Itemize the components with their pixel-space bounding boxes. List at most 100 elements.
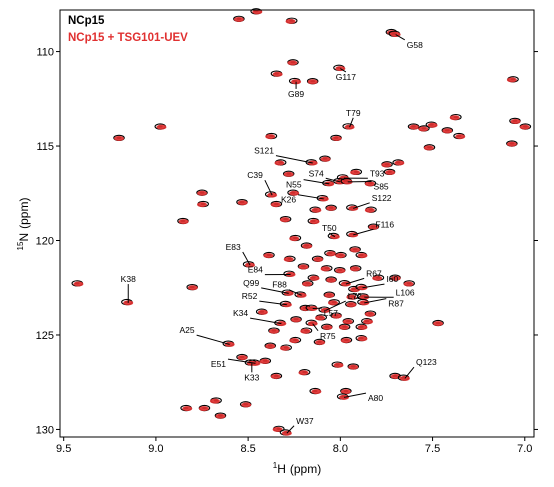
leader-line-s122 xyxy=(353,202,370,209)
cross-peak xyxy=(270,372,283,380)
complex-peak xyxy=(315,315,326,321)
complex-peak xyxy=(442,128,453,134)
cross-peak xyxy=(361,317,374,325)
leader-line-q99 xyxy=(261,287,289,294)
complex-peak xyxy=(233,16,244,22)
cross-peak xyxy=(364,206,377,213)
cross-peak-q123 xyxy=(397,374,410,381)
cross-peak xyxy=(313,338,326,346)
cross-peak-k38 xyxy=(121,298,134,306)
cross-peak xyxy=(323,291,336,298)
cross-peak xyxy=(350,168,363,176)
leader-line-t50 xyxy=(328,232,336,238)
cross-peak xyxy=(324,249,337,257)
complex-peak xyxy=(73,281,84,287)
cross-peak xyxy=(506,76,519,83)
assignment-labels: G58 G117 G89 T79 S121 T93 N55 S74 C39 S85 K26 S122 T… xyxy=(121,34,437,434)
cross-peak xyxy=(290,316,302,323)
leader-line-f88 xyxy=(288,289,302,296)
complex-peak xyxy=(287,60,298,66)
complex-peak xyxy=(237,200,248,206)
leader-line-q123 xyxy=(404,366,415,379)
peak-label-e84: E84 xyxy=(248,265,263,275)
y-tick-label: 120 xyxy=(36,236,54,248)
complex-peak xyxy=(340,338,351,344)
complex-peak xyxy=(156,124,167,130)
y-axis-ticks: 110 115 120 125 130 xyxy=(36,47,538,436)
complex-peak xyxy=(114,135,125,141)
cross-peak xyxy=(381,161,393,168)
leader-line-s121 xyxy=(275,155,313,164)
peak-label-k38: K38 xyxy=(121,274,136,284)
peak-label-l72: L72 xyxy=(348,291,362,301)
cross-peak xyxy=(282,170,295,177)
complex-peak xyxy=(272,71,283,77)
complex-peak xyxy=(215,413,226,419)
complex-peak xyxy=(272,426,283,432)
cross-peak xyxy=(425,121,438,128)
complex-peak xyxy=(283,171,294,177)
peak-label-s85: S85 xyxy=(374,181,389,191)
x-tick-label: 7.0 xyxy=(517,443,532,455)
complex-peak xyxy=(327,300,338,306)
leader-line-k34 xyxy=(250,317,282,325)
cross-peak-w37 xyxy=(279,429,292,436)
cross-peak xyxy=(372,274,385,281)
peak-label-w37: W37 xyxy=(296,416,314,426)
complex-peak xyxy=(381,162,392,168)
cross-peak xyxy=(403,280,415,287)
complex-peak xyxy=(364,311,375,317)
cross-peak xyxy=(301,280,314,287)
cross-peak xyxy=(113,134,125,142)
cross-peak xyxy=(349,246,361,253)
cross-peak xyxy=(345,300,357,308)
cross-peak xyxy=(355,251,368,259)
complex-peak xyxy=(311,207,322,213)
complex-peak xyxy=(350,266,361,272)
cross-peak xyxy=(335,251,347,259)
complex-peak xyxy=(252,9,263,15)
cross-peak xyxy=(392,159,405,166)
leader-line-n55 xyxy=(303,179,330,185)
x-axis-ticks: 9.5 9.0 8.5 8.0 7.5 7.0 xyxy=(56,437,532,455)
cross-peak xyxy=(283,255,296,262)
complex-peak xyxy=(326,277,337,283)
complex-peak xyxy=(263,253,274,259)
cross-peak xyxy=(423,144,436,151)
cross-peak xyxy=(342,317,355,325)
peak-label-n55: N55 xyxy=(286,180,302,190)
complex-peak xyxy=(335,253,346,259)
complex-peak xyxy=(197,190,208,196)
cross-peak xyxy=(453,132,466,140)
peak-label-t79: T79 xyxy=(346,108,361,118)
cross-peak xyxy=(197,200,209,208)
complex-peak xyxy=(331,313,342,319)
cross-peak xyxy=(279,215,292,223)
cross-peak xyxy=(180,404,193,412)
leader-line-s74 xyxy=(325,177,341,183)
complex-peak xyxy=(289,338,300,344)
complex-peak xyxy=(298,370,309,376)
complex-peak xyxy=(311,389,322,395)
cross-peak xyxy=(154,123,167,130)
cross-peak xyxy=(280,344,292,351)
cross-peak xyxy=(319,155,331,162)
cross-peak xyxy=(355,335,368,342)
cross-peak xyxy=(325,276,337,283)
complex-peak xyxy=(363,319,374,325)
complex-peak xyxy=(280,345,291,351)
leader-line-e83 xyxy=(242,251,251,266)
complex-peak xyxy=(241,402,252,408)
cross-peak xyxy=(383,168,396,176)
leader-line-c39 xyxy=(264,179,273,196)
cross-peak xyxy=(407,123,420,130)
cross-peak xyxy=(263,251,275,259)
cross-peak xyxy=(506,140,518,147)
cross-peak xyxy=(315,314,328,321)
cross-peak xyxy=(309,206,322,213)
complex-peak xyxy=(268,328,279,334)
complex-peak xyxy=(340,389,351,395)
peaks-layer xyxy=(71,8,532,436)
x-tick-label: 9.5 xyxy=(56,443,71,455)
complex-peak xyxy=(519,124,530,130)
